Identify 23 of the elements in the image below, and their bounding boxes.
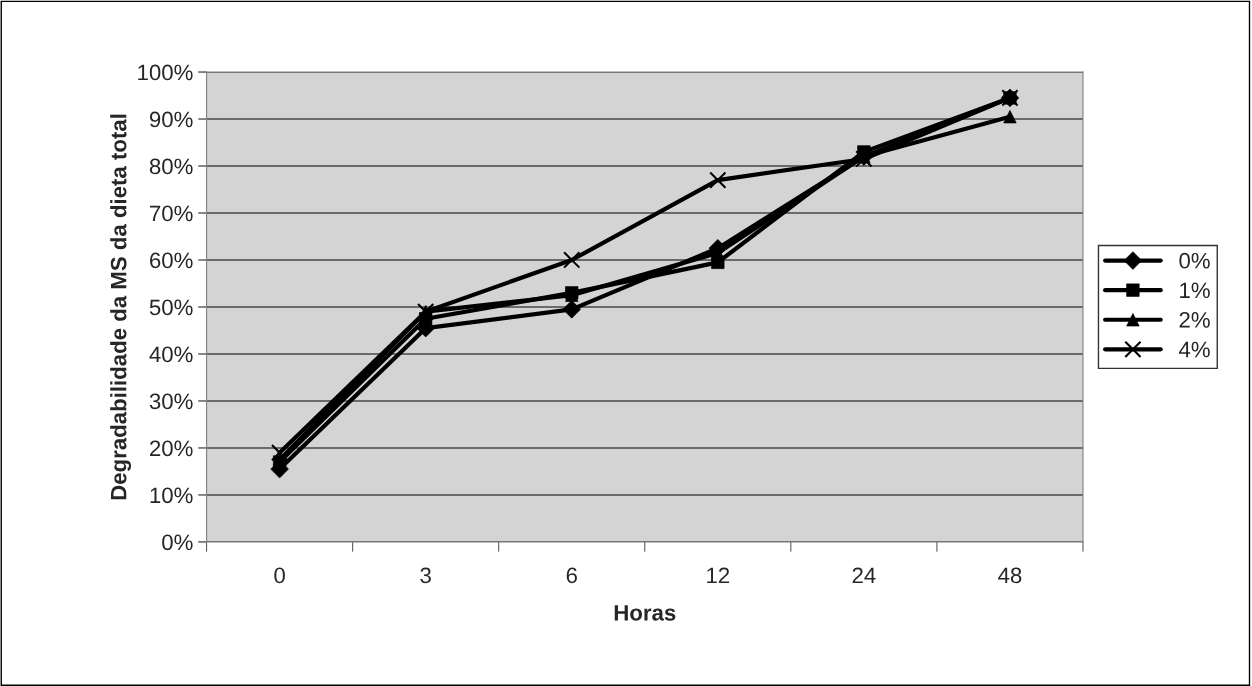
y-tick-label: 70% (150, 205, 193, 222)
x-tick-label: 0 (274, 567, 285, 584)
y-tick-label: 60% (150, 252, 193, 269)
y-tick-label: 10% (150, 487, 193, 504)
y-tick-label: 0% (162, 534, 193, 551)
y-tick-label: 80% (149, 158, 193, 175)
x-tick-label: 48 (998, 567, 1022, 584)
x-tick-label: 6 (566, 567, 577, 584)
legend-label: 0% (1179, 252, 1210, 269)
y-tick-label: 100% (138, 64, 193, 81)
legend-label: 4% (1178, 341, 1210, 358)
y-tick-label: 30% (149, 393, 193, 410)
legend-label: 2% (1179, 312, 1210, 328)
x-tick-label: 12 (707, 567, 730, 584)
x-tick-label: 3 (420, 567, 431, 584)
x-axis-title: Horas (614, 605, 676, 621)
y-tick-label: 40% (149, 346, 193, 363)
legend-label: 1% (1180, 282, 1210, 299)
y-tick-label: 50% (149, 299, 193, 316)
y-axis-title: Degradabilidade da MS da dieta total (110, 114, 131, 500)
y-tick-label: 20% (150, 440, 193, 457)
y-tick-label: 90% (149, 111, 193, 128)
x-tick-label: 24 (852, 567, 876, 584)
